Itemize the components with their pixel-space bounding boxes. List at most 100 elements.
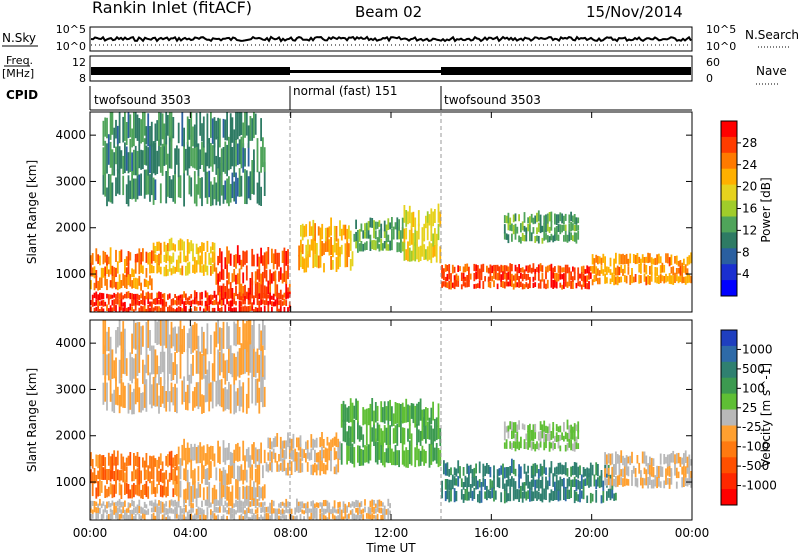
heatmap-cell (559, 224, 562, 235)
heatmap-cell (95, 270, 98, 278)
heatmap-cell (640, 275, 642, 284)
heatmap-cell (382, 243, 384, 251)
heatmap-cell (231, 506, 234, 514)
heatmap-cell (570, 488, 572, 498)
heatmap-cell (115, 281, 117, 290)
heatmap-cell (186, 239, 189, 252)
heatmap-cell (107, 452, 110, 466)
heatmap-cell (265, 251, 268, 269)
heatmap-cell (229, 451, 232, 467)
heatmap-cell (577, 479, 580, 490)
heatmap-cell (568, 267, 571, 273)
heatmap-cell (502, 265, 504, 272)
heatmap-cell (387, 244, 390, 251)
heatmap-cell (679, 260, 682, 267)
heatmap-cell (529, 224, 531, 234)
heatmap-cell (210, 509, 212, 515)
heatmap-cell (516, 273, 519, 281)
heatmap-cell (475, 271, 477, 280)
heatmap-cell (129, 489, 132, 499)
heatmap-cell (99, 498, 101, 506)
heatmap-cell (195, 112, 198, 147)
heatmap-cell (159, 320, 162, 346)
heatmap-cell (382, 430, 384, 447)
heatmap-cell (511, 280, 513, 287)
heatmap-cell (369, 514, 372, 520)
heatmap-cell (228, 176, 230, 207)
heatmap-cell (168, 305, 171, 312)
heatmap-cell (127, 272, 130, 286)
heatmap-cell (179, 458, 182, 480)
heatmap-cell (249, 116, 252, 141)
heatmap-cell (99, 277, 101, 290)
heatmap-cell (199, 177, 202, 199)
heatmap-cell (172, 252, 175, 263)
heatmap-cell (665, 456, 667, 464)
heatmap-cell (665, 468, 667, 477)
heatmap-cell (634, 468, 637, 478)
heatmap-cell (518, 420, 520, 430)
heatmap-cell (95, 487, 98, 499)
heatmap-cell (192, 148, 194, 168)
heatmap-cell (434, 447, 436, 461)
heatmap-cell (143, 513, 146, 520)
heatmap-cell (163, 254, 166, 262)
heatmap-cell (496, 272, 499, 281)
heatmap-cell (328, 442, 331, 451)
heatmap-cell (133, 453, 135, 470)
heatmap-cell (532, 263, 535, 273)
heatmap-cell (351, 402, 354, 423)
heatmap-cell (530, 479, 533, 491)
heatmap-cell (229, 384, 232, 414)
heatmap-cell (400, 404, 402, 423)
heatmap-cell (539, 214, 542, 226)
heatmap-cell (586, 275, 589, 282)
heatmap-cell (625, 463, 628, 476)
heatmap-cell (303, 225, 306, 238)
heatmap-cell (307, 251, 309, 268)
heatmap-cell (269, 502, 271, 507)
heatmap-cell (507, 467, 510, 479)
heatmap-cell (142, 290, 144, 298)
heatmap-cell (224, 500, 227, 506)
heatmap-cell (242, 143, 245, 173)
heatmap-cell (202, 487, 205, 501)
heatmap-cell (550, 271, 553, 280)
heatmap-cell (512, 486, 515, 501)
heatmap-cell (106, 143, 108, 174)
heatmap-cell (267, 464, 270, 473)
heatmap-cell (335, 432, 338, 447)
heatmap-cell (168, 334, 171, 353)
heatmap-cell (478, 490, 481, 504)
heatmap-cell (643, 478, 646, 486)
heatmap-cell (204, 515, 207, 520)
heatmap-cell (378, 220, 381, 227)
heatmap-cell (233, 129, 236, 147)
heatmap-cell (127, 502, 130, 508)
heatmap-cell (677, 267, 680, 274)
heatmap-cell (330, 237, 332, 255)
heatmap-cell (349, 510, 352, 515)
heatmap-cell (106, 293, 108, 299)
heatmap-cell (262, 137, 264, 168)
heatmap-cell (541, 225, 544, 233)
heatmap-cell (222, 353, 225, 379)
heatmap-cell (537, 264, 540, 273)
heatmap-cell (659, 453, 662, 465)
heatmap-cell (256, 507, 259, 514)
heatmap-cell (473, 467, 476, 478)
heatmap-cell (165, 320, 168, 349)
heatmap-cell (464, 263, 467, 273)
heatmap-cell (373, 227, 375, 239)
heatmap-cell (681, 272, 684, 284)
heatmap-cell (358, 229, 361, 242)
heatmap-cell (439, 428, 442, 446)
heatmap-cell (446, 462, 449, 476)
heatmap-cell (245, 170, 248, 205)
heatmap-cell (197, 143, 200, 177)
heatmap-cell (136, 345, 139, 376)
heatmap-cell (115, 267, 117, 277)
heatmap-cell (287, 432, 289, 448)
heatmap-cell (260, 298, 262, 306)
heatmap-cell (380, 228, 383, 239)
